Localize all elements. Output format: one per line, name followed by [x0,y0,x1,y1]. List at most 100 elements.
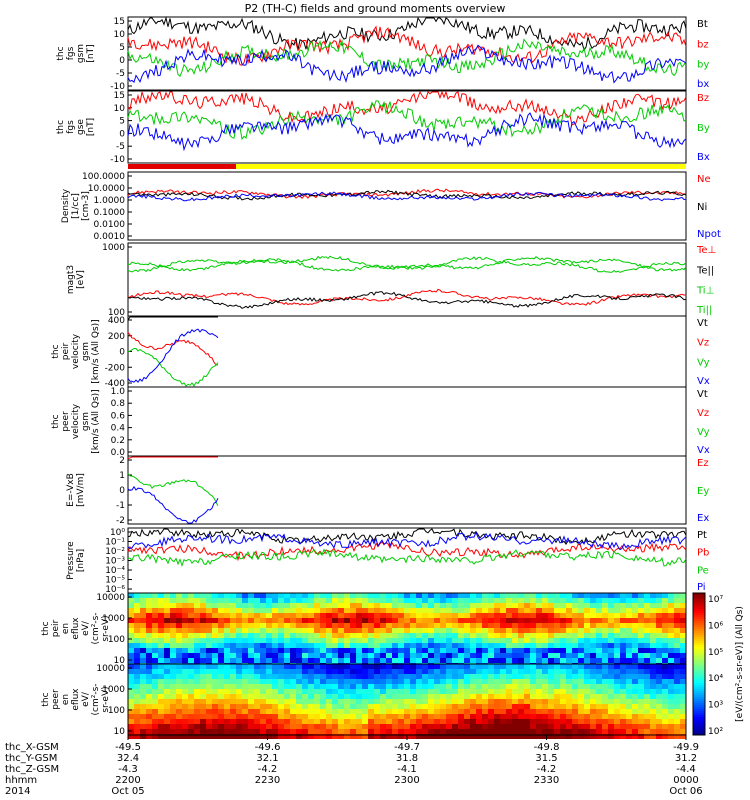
spectrogram-cell [656,628,662,633]
spectrogram-cell [632,674,638,679]
spectrogram-cell [344,709,350,714]
legend-entry-te||: Te|| [696,265,714,276]
spectrogram-cell [326,669,332,674]
spectrogram-cell [404,664,410,669]
spectrogram-cell [560,714,566,719]
spectrogram-cell [416,664,422,669]
spectrogram-cell [236,603,242,608]
spectrogram-cell [200,603,206,608]
spectrogram-cell [152,643,158,648]
spectrogram-cell [650,658,656,663]
spectrogram-cell [176,664,182,669]
spectrogram-cell [428,709,434,714]
spectrogram-cell [422,603,428,608]
spectrogram-cell [506,679,512,684]
spectrogram-cell [452,633,458,638]
spectrogram-cell [620,633,626,638]
panel-frame [127,242,687,317]
spectrogram-cell [434,623,440,628]
spectrogram-cell [188,653,194,658]
spectrogram-cell [206,598,212,603]
spectrogram-cell [356,648,362,653]
spectrogram-cell [668,664,674,669]
spectrogram-cell [176,734,182,739]
spectrogram-cell [530,714,536,719]
spectrogram-cell [368,618,374,623]
spectrogram-cell [176,608,182,613]
spectrogram-cell [494,603,500,608]
spectrogram-cell [140,653,146,658]
spectrogram-cell [236,664,242,669]
spectrogram-cell [536,684,542,689]
spectrogram-cell [536,603,542,608]
spectrogram-cell [674,674,680,679]
y-axis-label: [km/s (All Qs)] [91,389,101,453]
spectrogram-cell [614,674,620,679]
spectrogram-cell [386,653,392,658]
spectrogram-cell [512,593,518,598]
spectrogram-cell [200,729,206,734]
spectrogram-cell [446,724,452,729]
spectrogram-cell [296,674,302,679]
spectrogram-cell [428,648,434,653]
spectrogram-cell [536,628,542,633]
spectrogram-cell [488,704,494,709]
spectrogram-cell [518,689,524,694]
spectrogram-cell [200,648,206,653]
spectrogram-cell [410,694,416,699]
spectrogram-cell [626,638,632,643]
spectrogram-cell [260,664,266,669]
colorbar-cell [693,623,705,625]
colorbar-tick-label: 10² [708,727,723,737]
spectrogram-cell [632,709,638,714]
spectrogram-cell [452,694,458,699]
spectrogram-cell [218,679,224,684]
spectrogram-cell [200,613,206,618]
spectrogram-cell [566,664,572,669]
spectrogram-cell [566,734,572,739]
spectrogram-cell [134,669,140,674]
spectrogram-cell [266,679,272,684]
spectrogram-cell [320,618,326,623]
spectrogram-cell [566,598,572,603]
spectrogram-cell [212,648,218,653]
spectrogram-cell [440,674,446,679]
spectrogram-cell [266,603,272,608]
spectrogram-cell [284,729,290,734]
spectrogram-cell [458,709,464,714]
spectrogram-cell [608,714,614,719]
spectrogram-cell [212,633,218,638]
spectrogram-cell [650,633,656,638]
spectrogram-cell [662,613,668,618]
spectrogram-cell [464,734,470,739]
spectrogram-cell [572,674,578,679]
spectrogram-cell [680,648,686,653]
spectrogram-cell [194,694,200,699]
spectrogram-cell [194,653,200,658]
spectrogram-cell [596,709,602,714]
spectrogram-cell [416,638,422,643]
spectrogram-cell [650,648,656,653]
spectrogram-cell [248,679,254,684]
spectrogram-cell [248,643,254,648]
colorbar-cell [693,633,705,635]
spectrogram-cell [560,593,566,598]
spectrogram-cell [230,684,236,689]
spectrogram-cell [530,704,536,709]
spectrogram-cell [278,734,284,739]
spectrogram-cell [308,699,314,704]
spectrogram-cell [224,694,230,699]
trace-te|| [127,291,687,309]
spectrogram-cell [572,613,578,618]
spectrogram-cell [542,674,548,679]
spectrogram-cell [422,658,428,663]
spectrogram-cell [188,633,194,638]
spectrogram-cell [260,709,266,714]
spectrogram-cell [170,653,176,658]
spectrogram-cell [590,674,596,679]
spectrogram-cell [512,734,518,739]
spectrogram-cell [530,729,536,734]
spectrogram-cell [242,734,248,739]
spectrogram-cell [236,719,242,724]
spectrogram-cell [230,613,236,618]
